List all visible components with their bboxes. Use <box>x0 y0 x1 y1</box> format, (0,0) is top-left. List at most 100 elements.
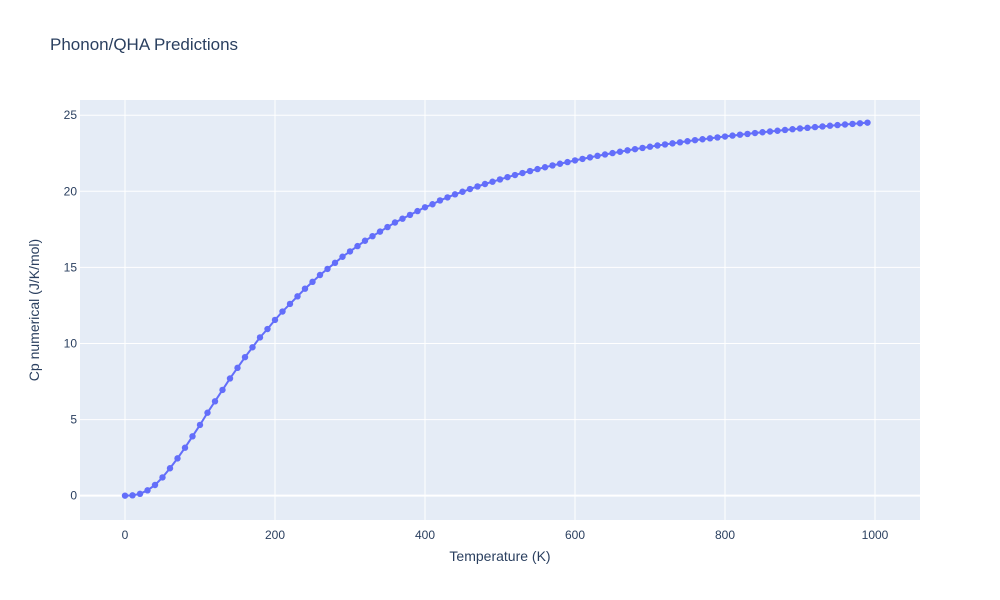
data-point-marker <box>474 183 481 190</box>
data-point-marker <box>391 219 399 226</box>
data-point-marker <box>766 128 774 135</box>
data-point-marker <box>129 492 136 499</box>
data-point-marker <box>249 344 256 351</box>
series-line <box>124 121 868 497</box>
data-point-marker <box>834 121 841 129</box>
data-point-marker <box>316 271 324 279</box>
data-point-marker <box>354 242 361 250</box>
data-point-marker <box>369 232 376 240</box>
data-point-marker <box>751 129 759 137</box>
data-point-marker <box>264 325 271 333</box>
data-point-marker <box>429 201 436 208</box>
data-point-marker <box>556 160 564 167</box>
data-point-marker <box>376 228 384 235</box>
data-point-marker <box>526 167 534 175</box>
data-point-marker <box>331 259 339 267</box>
data-point-marker <box>804 124 811 132</box>
data-point-marker <box>219 386 226 394</box>
data-point-marker <box>571 157 579 164</box>
data-point-marker <box>204 409 211 416</box>
data-point-marker <box>721 133 729 140</box>
y-tick-label: 5 <box>70 413 77 427</box>
data-point-marker <box>159 474 166 481</box>
data-point-marker <box>616 148 624 155</box>
y-axis-ticks: 0 5 10 15 20 25 <box>64 108 78 502</box>
y-tick-label: 20 <box>64 184 78 198</box>
data-point-marker <box>466 185 474 193</box>
y-tick-label: 10 <box>64 336 78 350</box>
data-point-marker <box>796 125 804 132</box>
data-point-marker <box>714 134 721 141</box>
data-point-marker <box>849 120 856 128</box>
x-tick-label: 1000 <box>862 528 889 542</box>
data-point-marker <box>121 492 129 499</box>
data-point-marker <box>189 433 196 440</box>
data-point-marker <box>541 164 549 171</box>
data-point-marker <box>699 136 706 143</box>
data-point-marker <box>654 142 661 149</box>
data-point-marker <box>346 248 354 255</box>
data-point-marker <box>586 154 594 161</box>
data-point-marker <box>519 169 526 177</box>
data-point-marker <box>601 151 609 158</box>
data-point-marker <box>706 135 714 142</box>
data-point-marker <box>534 165 541 173</box>
data-point-marker <box>481 180 489 188</box>
y-tick-label: 25 <box>64 108 78 122</box>
data-point-marker <box>639 144 646 152</box>
data-point-marker <box>384 223 391 231</box>
data-point-marker <box>856 120 864 127</box>
data-point-marker <box>181 444 189 451</box>
x-tick-label: 200 <box>265 528 285 542</box>
data-point-marker <box>826 122 834 129</box>
data-point-marker <box>549 162 556 169</box>
data-point-marker <box>819 123 826 130</box>
data-point-marker <box>489 178 496 185</box>
data-point-marker <box>579 155 586 163</box>
data-point-marker <box>309 278 316 286</box>
data-point-marker <box>781 126 789 134</box>
data-point-marker <box>324 265 331 273</box>
data-point-marker <box>459 188 466 195</box>
data-point-marker <box>496 176 504 183</box>
y-tick-label: 15 <box>64 260 78 274</box>
data-point-marker <box>339 253 346 260</box>
data-point-marker <box>564 158 571 166</box>
data-point-marker <box>594 152 601 160</box>
data-point-marker <box>789 126 796 133</box>
chart-title: Phonon/QHA Predictions <box>50 35 238 54</box>
data-point-marker <box>286 300 294 308</box>
data-point-marker <box>759 129 766 136</box>
x-tick-label: 400 <box>415 528 435 542</box>
gridlines <box>80 100 920 520</box>
data-point-marker <box>361 237 369 244</box>
data-point-marker <box>811 123 819 131</box>
data-point-marker <box>436 197 444 204</box>
data-point-marker <box>609 149 616 157</box>
data-point-marker <box>421 204 429 211</box>
data-point-marker <box>684 138 691 145</box>
x-tick-label: 0 <box>122 528 129 542</box>
data-point-marker <box>864 119 871 126</box>
data-point-marker <box>226 375 234 382</box>
data-series <box>121 119 871 499</box>
data-point-marker <box>729 132 736 139</box>
x-axis-ticks: 0 200 400 600 800 1000 <box>122 528 889 542</box>
data-point-marker <box>774 127 781 134</box>
plot-area <box>80 100 920 520</box>
data-point-marker <box>166 465 174 472</box>
data-point-marker <box>676 139 684 146</box>
data-point-marker <box>256 334 264 341</box>
data-point-marker <box>279 308 286 315</box>
data-point-marker <box>691 136 699 144</box>
data-point-marker <box>301 285 309 292</box>
data-point-marker <box>234 364 241 372</box>
data-point-marker <box>744 130 751 138</box>
data-point-marker <box>661 141 669 148</box>
data-point-marker <box>211 398 219 405</box>
data-point-marker <box>646 143 654 150</box>
data-point-marker <box>736 131 744 138</box>
data-point-marker <box>399 215 406 222</box>
y-tick-label: 0 <box>70 489 77 503</box>
data-point-marker <box>196 421 204 429</box>
